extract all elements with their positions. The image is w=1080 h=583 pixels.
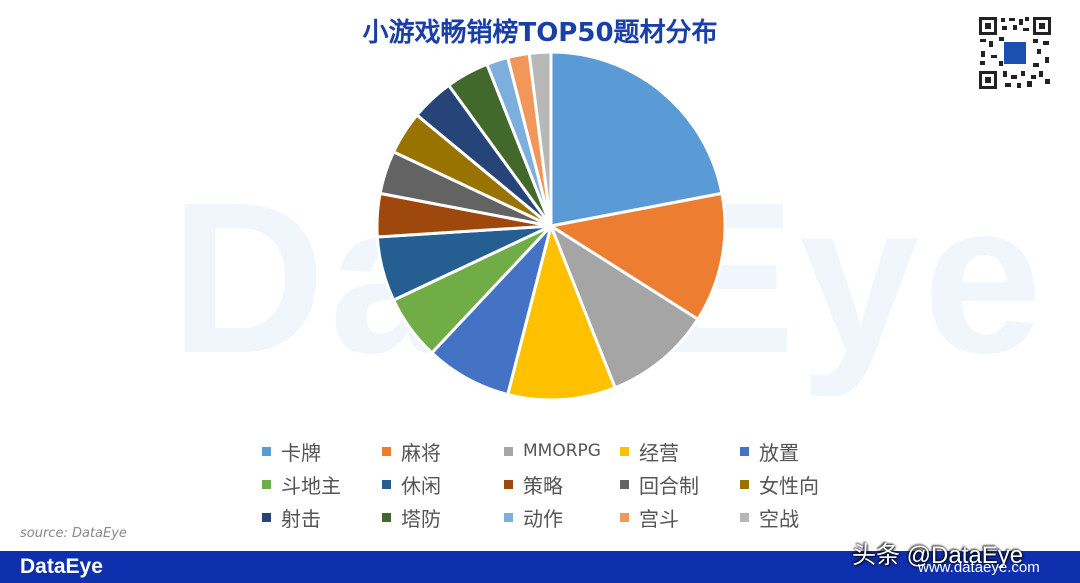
chart-title: 小游戏畅销榜TOP50题材分布: [362, 18, 718, 48]
pie-slice: [546, 191, 727, 322]
footer-bar: DataEye: [0, 551, 1080, 583]
legend-label: 空战: [759, 506, 799, 531]
legend-item: 射击: [262, 502, 321, 532]
legend-swatch: [620, 479, 629, 489]
legend-item: MMORPG: [504, 436, 601, 466]
legend-swatch: [620, 512, 629, 522]
legend-swatch: [504, 479, 513, 489]
legend-swatch: [504, 512, 513, 522]
legend-item: 宫斗: [620, 502, 679, 532]
website-url: www.dataeye.com: [918, 559, 1040, 576]
legend-swatch: [504, 446, 513, 456]
legend-label: 经营: [639, 440, 679, 465]
legend-item: 卡牌: [262, 436, 321, 466]
pie-slice: [549, 50, 724, 228]
legend-item: 空战: [740, 502, 799, 532]
footer-logo: DataEye: [20, 555, 103, 578]
legend-swatch: [740, 446, 749, 456]
legend-item: 麻将: [382, 436, 441, 466]
legend-item: 回合制: [620, 469, 699, 499]
legend-label: 卡牌: [281, 440, 321, 465]
legend-item: 女性向: [740, 469, 819, 499]
toutiao-handle: 头条 @DataEye: [852, 542, 1024, 569]
legend-item: 策略: [504, 469, 563, 499]
legend-label: 斗地主: [281, 473, 341, 498]
source-note: source: DataEye: [20, 526, 127, 541]
legend-label: 放置: [759, 440, 799, 465]
legend-label: 塔防: [401, 506, 441, 531]
legend-label: 休闲: [401, 473, 441, 498]
legend-swatch: [262, 446, 271, 456]
legend-swatch: [620, 446, 629, 456]
pie-chart: [375, 50, 727, 402]
legend-label: 宫斗: [639, 506, 679, 531]
legend-item: 斗地主: [262, 469, 341, 499]
qr-code-icon: [977, 15, 1053, 91]
legend-swatch: [262, 512, 271, 522]
legend-item: 休闲: [382, 469, 441, 499]
legend-label: 动作: [523, 506, 563, 531]
pie-slice: [547, 222, 700, 390]
legend-label: 回合制: [639, 473, 699, 498]
legend-label: 女性向: [759, 473, 819, 498]
legend-item: 放置: [740, 436, 799, 466]
legend-swatch: [382, 512, 391, 522]
legend-swatch: [382, 446, 391, 456]
legend-label: 麻将: [401, 440, 441, 465]
legend-item: 动作: [504, 502, 563, 532]
legend-item: 塔防: [382, 502, 441, 532]
legend-swatch: [382, 479, 391, 489]
legend-item: 经营: [620, 436, 679, 466]
legend-label: 策略: [523, 473, 563, 498]
legend-label: MMORPG: [523, 441, 601, 461]
legend-swatch: [262, 479, 271, 489]
legend-label: 射击: [281, 506, 321, 531]
legend-swatch: [740, 479, 749, 489]
pie-slice: [527, 50, 553, 227]
legend-swatch: [740, 512, 749, 522]
pie-slice: [505, 221, 618, 402]
